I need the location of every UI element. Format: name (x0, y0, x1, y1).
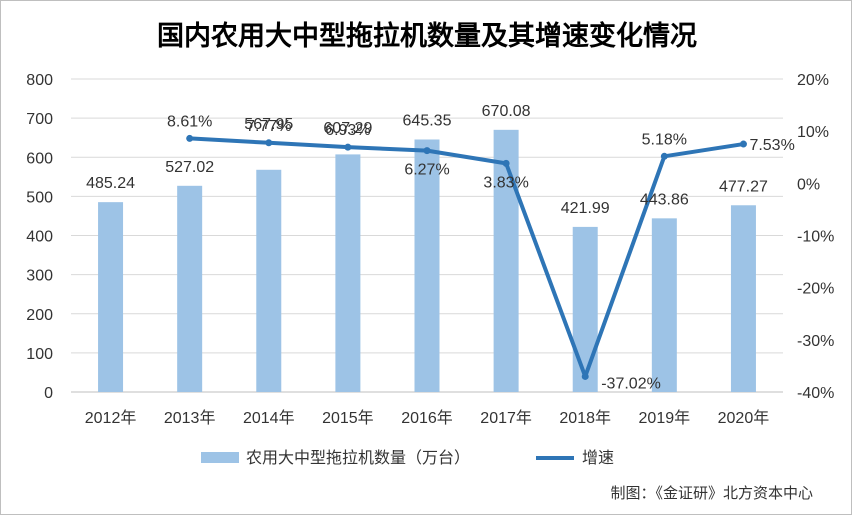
growth-value-label: 7.53% (749, 137, 794, 154)
x-tick-label: 2016年 (401, 409, 453, 427)
legend-bar-swatch (201, 452, 239, 463)
y-right-tick-label: 10% (797, 124, 829, 141)
y-right-tick-label: 20% (797, 72, 829, 89)
bar (177, 185, 203, 392)
legend-bar-label: 农用大中型拖拉机数量（万台） (246, 449, 470, 467)
y-left-tick-label: 500 (26, 189, 53, 206)
data-labels: 485.24 527.02 567.95 607.29 645.35 670.08 421.… (86, 103, 795, 393)
growth-value-label: 3.83% (483, 174, 528, 191)
y-right-tick-label: -30% (797, 333, 834, 350)
bar (335, 154, 361, 392)
bar (493, 129, 519, 392)
x-tick-label: 2017年 (480, 409, 532, 427)
growth-line (189, 136, 744, 379)
line-point (739, 140, 747, 148)
chart-credit: 制图：《金证研》北方资本中心 (610, 485, 813, 502)
bar (98, 202, 124, 392)
growth-value-label: 7.77% (246, 118, 291, 135)
bar-value-label: 527.02 (165, 159, 214, 176)
bar-value-label: 567.95 (244, 116, 293, 133)
line-point (423, 147, 431, 155)
growth-value-label: 6.27% (404, 162, 449, 179)
x-tick-label: 2020年 (718, 409, 770, 427)
y-left-tick-label: 200 (26, 307, 53, 324)
bar (256, 169, 282, 392)
bar-value-label: 421.99 (561, 200, 610, 217)
bar-value-label: 670.08 (482, 103, 531, 120)
x-tick-label: 2015年 (322, 409, 374, 427)
y-left-tick-label: 100 (26, 346, 53, 363)
bar (414, 139, 440, 392)
bar (572, 226, 598, 392)
chart-title: 国内农用大中型拖拉机数量及其增速变化情况 (157, 20, 697, 51)
bar-value-label: 607.29 (323, 120, 372, 137)
line-point (502, 159, 510, 167)
legend-line-label: 增速 (582, 449, 614, 467)
x-tick-label: 2012年 (85, 409, 137, 427)
y-right-tick-label: -10% (797, 229, 834, 246)
x-tick-label: 2013年 (164, 409, 216, 427)
growth-value-label: 5.18% (642, 131, 687, 148)
x-tick-label: 2014年 (243, 409, 295, 427)
x-tick-label: 2018年 (559, 409, 611, 427)
line-point (265, 139, 273, 147)
y-left-tick-label: 0 (44, 385, 53, 402)
y-right-tick-label: 0% (797, 176, 820, 193)
bar-series (98, 129, 756, 392)
line-point (581, 372, 589, 380)
line-point (660, 152, 668, 160)
growth-value-label: 8.61% (167, 113, 212, 130)
y-left-tick-label: 600 (26, 150, 53, 167)
bar-value-label: 485.24 (86, 175, 135, 192)
line-point (186, 134, 194, 142)
legend: 农用大中型拖拉机数量（万台） 增速 (201, 449, 614, 467)
growth-value-label: -37.02% (601, 375, 661, 392)
y-right-tick-label: -40% (797, 385, 834, 402)
growth-value-label: 6.93% (325, 122, 370, 139)
bar-value-label: 477.27 (719, 178, 768, 195)
line-point (344, 143, 352, 151)
y-right-tick-label: -20% (797, 281, 834, 298)
bar (730, 205, 756, 392)
bar (651, 218, 677, 392)
y-left-tick-label: 400 (26, 229, 53, 246)
y-left-tick-label: 300 (26, 268, 53, 285)
y-left-tick-label: 700 (26, 111, 53, 128)
bar-value-label: 443.86 (640, 191, 689, 208)
axis-tick-labels: 0 100 200 300 400 500 600 700 800 -40% -30% -20% -10… (26, 72, 834, 427)
bar-value-label: 645.35 (403, 113, 452, 130)
growth-line-series (186, 134, 747, 380)
y-left-tick-label: 800 (26, 72, 53, 89)
x-tick-label: 2019年 (639, 409, 691, 427)
